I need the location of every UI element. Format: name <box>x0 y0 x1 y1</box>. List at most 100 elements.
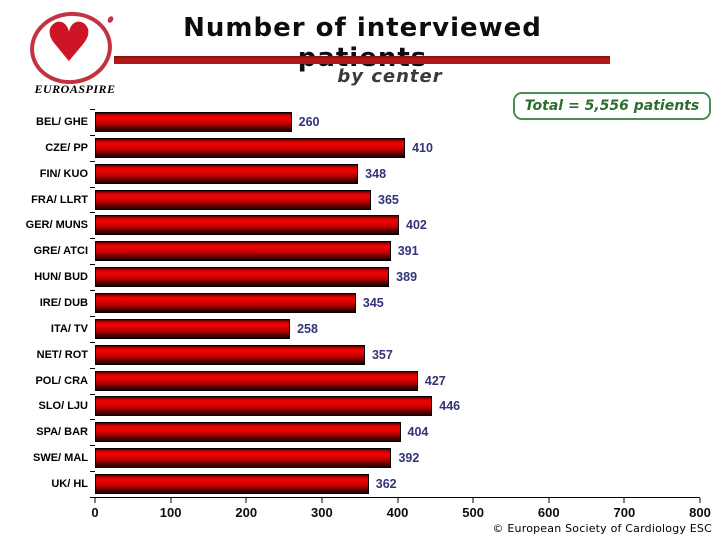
bar-row: 365 <box>95 187 700 213</box>
category-tick <box>90 109 95 110</box>
category-label: ITA/ TV <box>50 322 88 335</box>
copyright-text: © European Society of Cardiology ESC <box>492 522 712 535</box>
heart-icon: ♥ <box>44 11 94 74</box>
category-tick <box>90 238 95 240</box>
category-tick <box>90 341 95 343</box>
bar-chart-plot-area: 260 410 348 365 402 391 389 345 258 357 427 446 404 3… <box>95 109 700 498</box>
bar-value-label: 404 <box>407 425 429 440</box>
bar-row: 258 <box>95 316 700 342</box>
title-underline <box>114 56 610 64</box>
category-tick <box>90 315 95 317</box>
category-label: GRE/ ATCI <box>33 245 88 258</box>
bar-row: 357 <box>95 342 700 368</box>
bar-row: 402 <box>95 212 700 238</box>
bar <box>95 163 359 184</box>
category-tick <box>90 160 95 162</box>
x-axis-tick <box>170 498 172 503</box>
category-tick <box>90 290 95 292</box>
bar-row: 345 <box>95 290 700 316</box>
bar <box>95 318 291 339</box>
bar-row: 348 <box>95 161 700 187</box>
bar <box>95 370 418 391</box>
logo-label: EUROASPIRE <box>34 82 116 96</box>
bar-value-label: 392 <box>398 451 420 466</box>
category-tick <box>90 471 95 473</box>
category-label: HUN/ BUD <box>34 271 88 284</box>
x-axis-tick-label: 400 <box>386 505 409 520</box>
logo-pen-dot <box>106 15 115 24</box>
category-label: GER/ MUNS <box>25 219 88 232</box>
x-axis-tick <box>94 498 96 503</box>
x-axis-tick <box>548 498 550 503</box>
x-axis-tick-label: 700 <box>613 505 636 520</box>
bar <box>95 111 292 132</box>
x-axis-tick <box>699 498 701 503</box>
bar-value-label: 402 <box>406 218 427 233</box>
x-axis-tick-label: 300 <box>311 505 333 520</box>
bar-value-label: 348 <box>365 166 387 181</box>
category-label: BEL/ GHE <box>36 115 88 128</box>
bar <box>95 292 356 313</box>
category-tick <box>90 212 95 214</box>
bar-value-label: 427 <box>424 373 446 388</box>
total-patients-badge: Total = 5,556 patients <box>513 92 711 120</box>
bar-row: 391 <box>95 238 700 264</box>
page-title: Number of interviewed patients <box>183 13 542 73</box>
x-axis-tick <box>397 498 398 503</box>
chart-subtitle: by center <box>337 66 443 87</box>
bar <box>95 137 406 158</box>
bar <box>95 422 401 443</box>
bar-row: 392 <box>95 445 700 471</box>
category-label: UK/ HL <box>51 477 88 490</box>
bar-value-label: 391 <box>397 244 419 259</box>
category-tick <box>90 393 95 395</box>
category-tick <box>90 186 95 188</box>
bar-row: 260 <box>95 109 700 135</box>
euroaspire-logo: ♥ EUROASPIRE <box>20 6 130 101</box>
bar-value-label: 365 <box>378 192 399 207</box>
bar <box>95 267 390 288</box>
bar-value-label: 345 <box>362 295 384 310</box>
category-tick <box>90 134 95 136</box>
category-tick <box>90 367 95 369</box>
bar-value-label: 357 <box>371 347 393 362</box>
bar-row: 446 <box>95 393 700 419</box>
category-tick <box>90 497 95 498</box>
x-axis-tick-label: 800 <box>689 505 711 520</box>
category-axis-labels: BEL/ GHE CZE/ PP FIN/ KUO FRA/ LLRT GER/ MUN… <box>0 109 88 497</box>
bar-row: 404 <box>95 419 700 445</box>
category-tick <box>90 264 95 266</box>
category-tick <box>90 445 95 447</box>
x-axis-tick-label: 200 <box>235 505 258 520</box>
x-axis-tick <box>623 498 625 503</box>
bar-row: 427 <box>95 368 700 394</box>
category-tick <box>90 419 95 421</box>
bar-row: 362 <box>95 471 700 497</box>
bar-value-label: 362 <box>375 476 397 491</box>
bar-row: 389 <box>95 264 700 290</box>
bar <box>95 396 433 417</box>
bar-value-label: 260 <box>298 114 320 129</box>
x-axis-tick <box>321 498 323 503</box>
bar <box>95 189 372 210</box>
category-label: POL/ CRA <box>35 374 88 387</box>
bar <box>95 241 391 262</box>
category-label: CZE/ PP <box>45 141 88 154</box>
bar-value-label: 258 <box>297 321 318 336</box>
bar <box>95 448 392 469</box>
bar <box>95 473 369 494</box>
category-label: FIN/ KUO <box>39 167 88 180</box>
x-axis-tick <box>245 498 247 503</box>
x-axis-tick-label: 0 <box>91 505 99 520</box>
x-axis-tick-label: 500 <box>462 505 484 520</box>
category-label: SWE/ MAL <box>33 452 88 465</box>
bar-value-label: 389 <box>396 270 418 285</box>
x-axis-tick-label: 100 <box>159 505 182 520</box>
bar-row: 410 <box>95 135 700 161</box>
bar <box>95 344 365 365</box>
category-label: IRE/ DUB <box>39 296 88 309</box>
category-label: SPA/ BAR <box>36 426 88 439</box>
bar <box>95 215 399 236</box>
category-label: FRA/ LLRT <box>31 193 88 206</box>
